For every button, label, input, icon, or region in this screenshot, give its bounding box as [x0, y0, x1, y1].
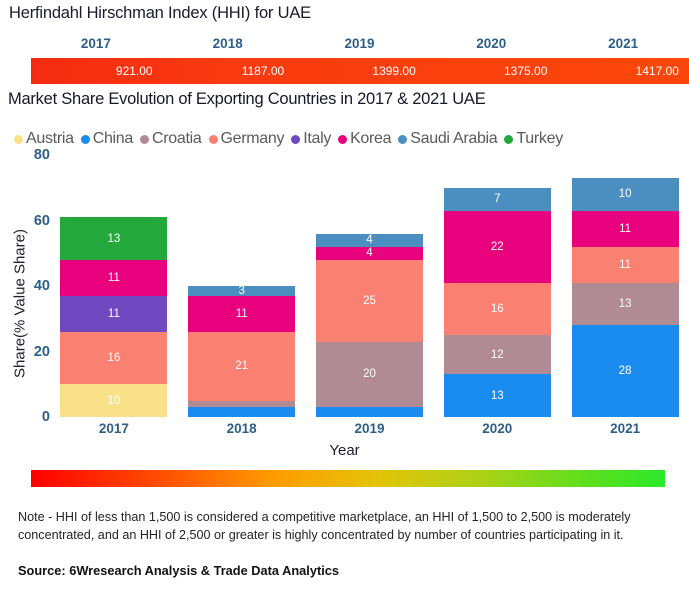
- bar-segment-china[interactable]: [316, 407, 423, 417]
- legend-label: Korea: [350, 130, 392, 147]
- legend-label: Saudi Arabia: [410, 130, 498, 147]
- y-tick-0: 0: [41, 409, 50, 425]
- legend-swatch-icon: [338, 134, 348, 144]
- bar-segment-croatia[interactable]: 13: [571, 282, 679, 326]
- bar-segment-germany[interactable]: 11: [571, 246, 679, 283]
- hhi-gradient-scale: [31, 470, 665, 487]
- bar-column-2020[interactable]: 13 12 16 22 7: [443, 155, 551, 417]
- bar-stack: 20 25 4 4: [316, 233, 423, 417]
- legend-label: Turkey: [516, 130, 563, 147]
- hhi-value-2020: 1375.00: [503, 64, 548, 78]
- bar-column-2018[interactable]: 21 11 3: [188, 155, 296, 417]
- legend-item-china[interactable]: China: [80, 130, 134, 148]
- bar-segment-croatia[interactable]: [188, 400, 296, 408]
- legend-swatch-icon: [504, 134, 514, 144]
- chart-plot-area: Share(% Value Share) 0 20 40 60 80 10 16 11 11 1…: [0, 147, 689, 459]
- hhi-title: Herfindahl Hirschman Index (HHI) for UAE: [9, 4, 311, 22]
- legend-label: Croatia: [152, 130, 202, 147]
- hhi-year-2021: 2021: [608, 36, 639, 51]
- hhi-year-2017: 2017: [80, 36, 111, 51]
- hhi-value-2018: 1187.00: [241, 64, 285, 78]
- bar-segment-saudi-arabia[interactable]: 7: [443, 187, 551, 211]
- bar-segment-germany[interactable]: 21: [188, 331, 296, 401]
- bar-segment-turkey[interactable]: 13: [60, 217, 168, 260]
- y-tick-40: 40: [33, 278, 50, 294]
- bar-segment-saudi-arabia[interactable]: 3: [188, 286, 296, 296]
- bar-segment-china[interactable]: 13: [443, 374, 551, 417]
- note-text: Note - HHI of less than 1,500 is conside…: [18, 510, 631, 543]
- legend-label: Germany: [220, 130, 285, 147]
- hhi-value-2021: 1417.00: [635, 64, 679, 78]
- legend-label: Italy: [303, 130, 332, 147]
- bar-segment-korea[interactable]: 11: [188, 295, 296, 332]
- chart-legend: Austria China Croatia Germany Italy Korea Saud…: [14, 130, 570, 148]
- hhi-value-2019: 1399.00: [372, 64, 416, 78]
- x-tick-2017: 2017: [98, 421, 129, 436]
- bar-segment-saudi-arabia[interactable]: 10: [571, 177, 679, 211]
- hhi-year-2019: 2019: [344, 36, 375, 51]
- x-tick-2018: 2018: [226, 421, 257, 436]
- bar-segment-korea[interactable]: 11: [571, 210, 679, 247]
- y-tick-80: 80: [33, 147, 50, 163]
- bar-segment-china[interactable]: [188, 407, 296, 417]
- bar-stack: 10 16 11 11 13: [60, 217, 168, 417]
- bar-segment-croatia[interactable]: 12: [443, 335, 551, 375]
- legend-item-austria[interactable]: Austria: [14, 130, 74, 148]
- x-tick-2021: 2021: [610, 421, 641, 436]
- legend-item-germany[interactable]: Germany: [208, 130, 285, 148]
- legend-swatch-icon: [291, 134, 301, 144]
- hhi-year-2018: 2018: [212, 36, 243, 51]
- hhi-value-bar: 921.00 1187.00 1399.00 1375.00 1417.00: [31, 58, 689, 84]
- legend-item-turkey[interactable]: Turkey: [504, 130, 563, 148]
- bar-segment-korea[interactable]: 22: [443, 210, 551, 283]
- bar-column-2021[interactable]: 28 13 11 11 10: [571, 155, 679, 417]
- legend-swatch-icon: [208, 134, 218, 144]
- bar-segment-saudi-arabia[interactable]: 4: [316, 233, 423, 247]
- legend-label: Austria: [26, 130, 74, 147]
- legend-swatch-icon: [80, 134, 90, 144]
- bar-segment-germany[interactable]: 16: [443, 282, 551, 336]
- bar-segment-italy[interactable]: 11: [60, 295, 168, 332]
- hhi-year-header-row: 2017 2018 2019 2020 2021: [30, 36, 689, 51]
- legend-item-croatia[interactable]: Croatia: [140, 130, 202, 148]
- bar-column-2017[interactable]: 10 16 11 11 13: [60, 155, 168, 417]
- legend-label: China: [92, 130, 134, 147]
- source-text: Source: 6Wresearch Analysis & Trade Data…: [18, 563, 340, 578]
- legend-item-saudi-arabia[interactable]: Saudi Arabia: [398, 130, 498, 148]
- bar-segment-china[interactable]: 28: [571, 325, 679, 417]
- legend-swatch-icon: [398, 134, 408, 144]
- y-tick-60: 60: [33, 212, 50, 229]
- legend-swatch-icon: [14, 134, 23, 144]
- legend-item-korea[interactable]: Korea: [338, 130, 392, 148]
- bar-segment-korea[interactable]: 11: [60, 259, 168, 296]
- y-axis-ticks: 0 20 40 60 80: [0, 147, 50, 440]
- chart-title: Market Share Evolution of Exporting Coun…: [8, 90, 486, 108]
- bar-columns: 10 16 11 11 13 2017 21 11 3 2018 20 25 4 4 2019 13 12 16 2…: [50, 155, 689, 436]
- bar-stack: 21 11 3: [188, 286, 296, 417]
- x-tick-2020: 2020: [482, 421, 513, 436]
- y-tick-20: 20: [33, 343, 50, 360]
- legend-item-italy[interactable]: Italy: [291, 130, 331, 148]
- bar-segment-germany[interactable]: 25: [316, 259, 423, 342]
- bar-segment-korea[interactable]: 4: [316, 246, 423, 260]
- legend-swatch-icon: [140, 134, 150, 144]
- bar-segment-austria[interactable]: 10: [60, 384, 168, 417]
- hhi-value-2017: 921.00: [115, 64, 153, 78]
- bar-stack: 13 12 16 22 7: [443, 187, 551, 417]
- x-axis-title: Year: [329, 442, 360, 459]
- bar-stack: 28 13 11 11 10: [571, 177, 679, 417]
- bar-segment-croatia[interactable]: 20: [316, 341, 423, 408]
- x-tick-2019: 2019: [354, 421, 385, 436]
- bar-column-2019[interactable]: 20 25 4 4: [316, 155, 423, 417]
- bar-segment-germany[interactable]: 16: [60, 331, 168, 385]
- hhi-year-2020: 2020: [476, 36, 507, 51]
